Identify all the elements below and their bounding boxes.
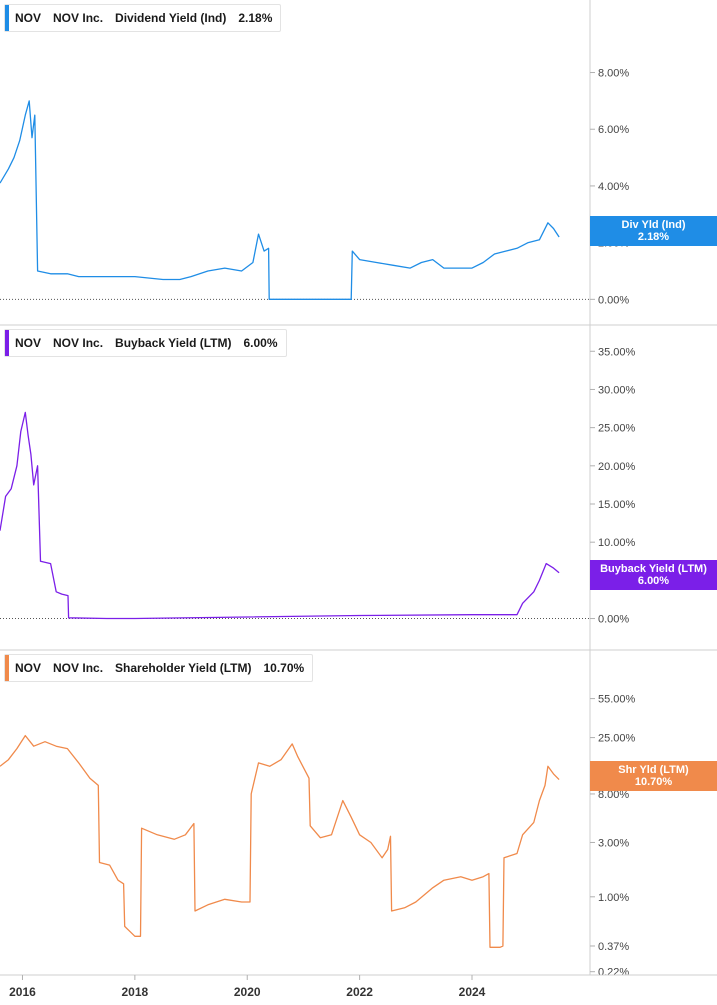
y-tick-label: 4.00%	[598, 181, 629, 193]
y-tick-label: 0.00%	[598, 294, 629, 306]
tag-value: 10.70%	[634, 776, 673, 788]
current-value-tag-dividend: Div Yld (Ind) 2.18%	[590, 216, 717, 246]
y-tick-label: 10.00%	[598, 537, 636, 549]
y-tick-label: 25.00%	[598, 733, 636, 745]
legend-ticker: NOV	[15, 336, 42, 350]
y-tick-label: 1.00%	[598, 892, 629, 904]
y-tick-label: 8.00%	[598, 68, 629, 80]
x-tick-label: 2024	[459, 985, 486, 999]
series-line	[0, 100, 560, 300]
tag-label: Buyback Yield (LTM)	[600, 563, 707, 575]
legend-shareholder-yield[interactable]: NOV NOV Inc. Shareholder Yield (LTM) 10.…	[4, 654, 314, 682]
legend-company: NOV Inc.	[53, 11, 104, 25]
current-value-tag-shareholder: Shr Yld (LTM) 10.70%	[590, 761, 717, 791]
y-tick-label: 25.00%	[598, 423, 636, 435]
legend-dividend-yield[interactable]: NOV NOV Inc. Dividend Yield (Ind) 2.18%	[4, 4, 282, 32]
legend-metric: Buyback Yield (LTM)	[115, 336, 232, 350]
y-tick-label: 0.22%	[598, 967, 629, 979]
y-tick-label: 0.37%	[598, 941, 629, 953]
y-tick-label: 0.00%	[598, 614, 629, 626]
legend-ticker: NOV	[15, 661, 42, 675]
legend-value: 6.00%	[243, 336, 278, 350]
y-tick-label: 35.00%	[598, 346, 636, 358]
legend-metric: Shareholder Yield (LTM)	[115, 661, 252, 675]
legend-color-marker	[5, 330, 9, 356]
y-tick-label: 20.00%	[598, 461, 636, 473]
x-tick-label: 2022	[346, 985, 373, 999]
y-tick-label: 15.00%	[598, 499, 636, 511]
tag-label: Div Yld (Ind)	[621, 219, 686, 231]
tag-value: 2.18%	[637, 231, 670, 243]
y-tick-label: 6.00%	[598, 124, 629, 136]
legend-color-marker	[5, 655, 9, 681]
y-tick-label: 3.00%	[598, 837, 629, 849]
legend-company: NOV Inc.	[53, 661, 104, 675]
y-tick-label: 55.00%	[598, 694, 636, 706]
legend-ticker: NOV	[15, 11, 42, 25]
y-tick-label: 30.00%	[598, 384, 636, 396]
tag-label: Shr Yld (LTM)	[618, 764, 689, 776]
legend-value: 10.70%	[263, 661, 305, 675]
legend-value: 2.18%	[238, 11, 273, 25]
y-tick-label: 8.00%	[598, 789, 629, 801]
x-tick-label: 2018	[122, 985, 149, 999]
x-tick-label: 2016	[9, 985, 36, 999]
legend-company: NOV Inc.	[53, 336, 104, 350]
current-value-tag-buyback: Buyback Yield (LTM) 6.00%	[590, 560, 717, 590]
series-line	[0, 411, 560, 620]
tag-value: 6.00%	[637, 575, 670, 587]
series-line	[0, 734, 560, 948]
legend-metric: Dividend Yield (Ind)	[115, 11, 227, 25]
x-tick-label: 2020	[234, 985, 261, 999]
legend-color-marker	[5, 5, 9, 31]
legend-buyback-yield[interactable]: NOV NOV Inc. Buyback Yield (LTM) 6.00%	[4, 329, 287, 357]
